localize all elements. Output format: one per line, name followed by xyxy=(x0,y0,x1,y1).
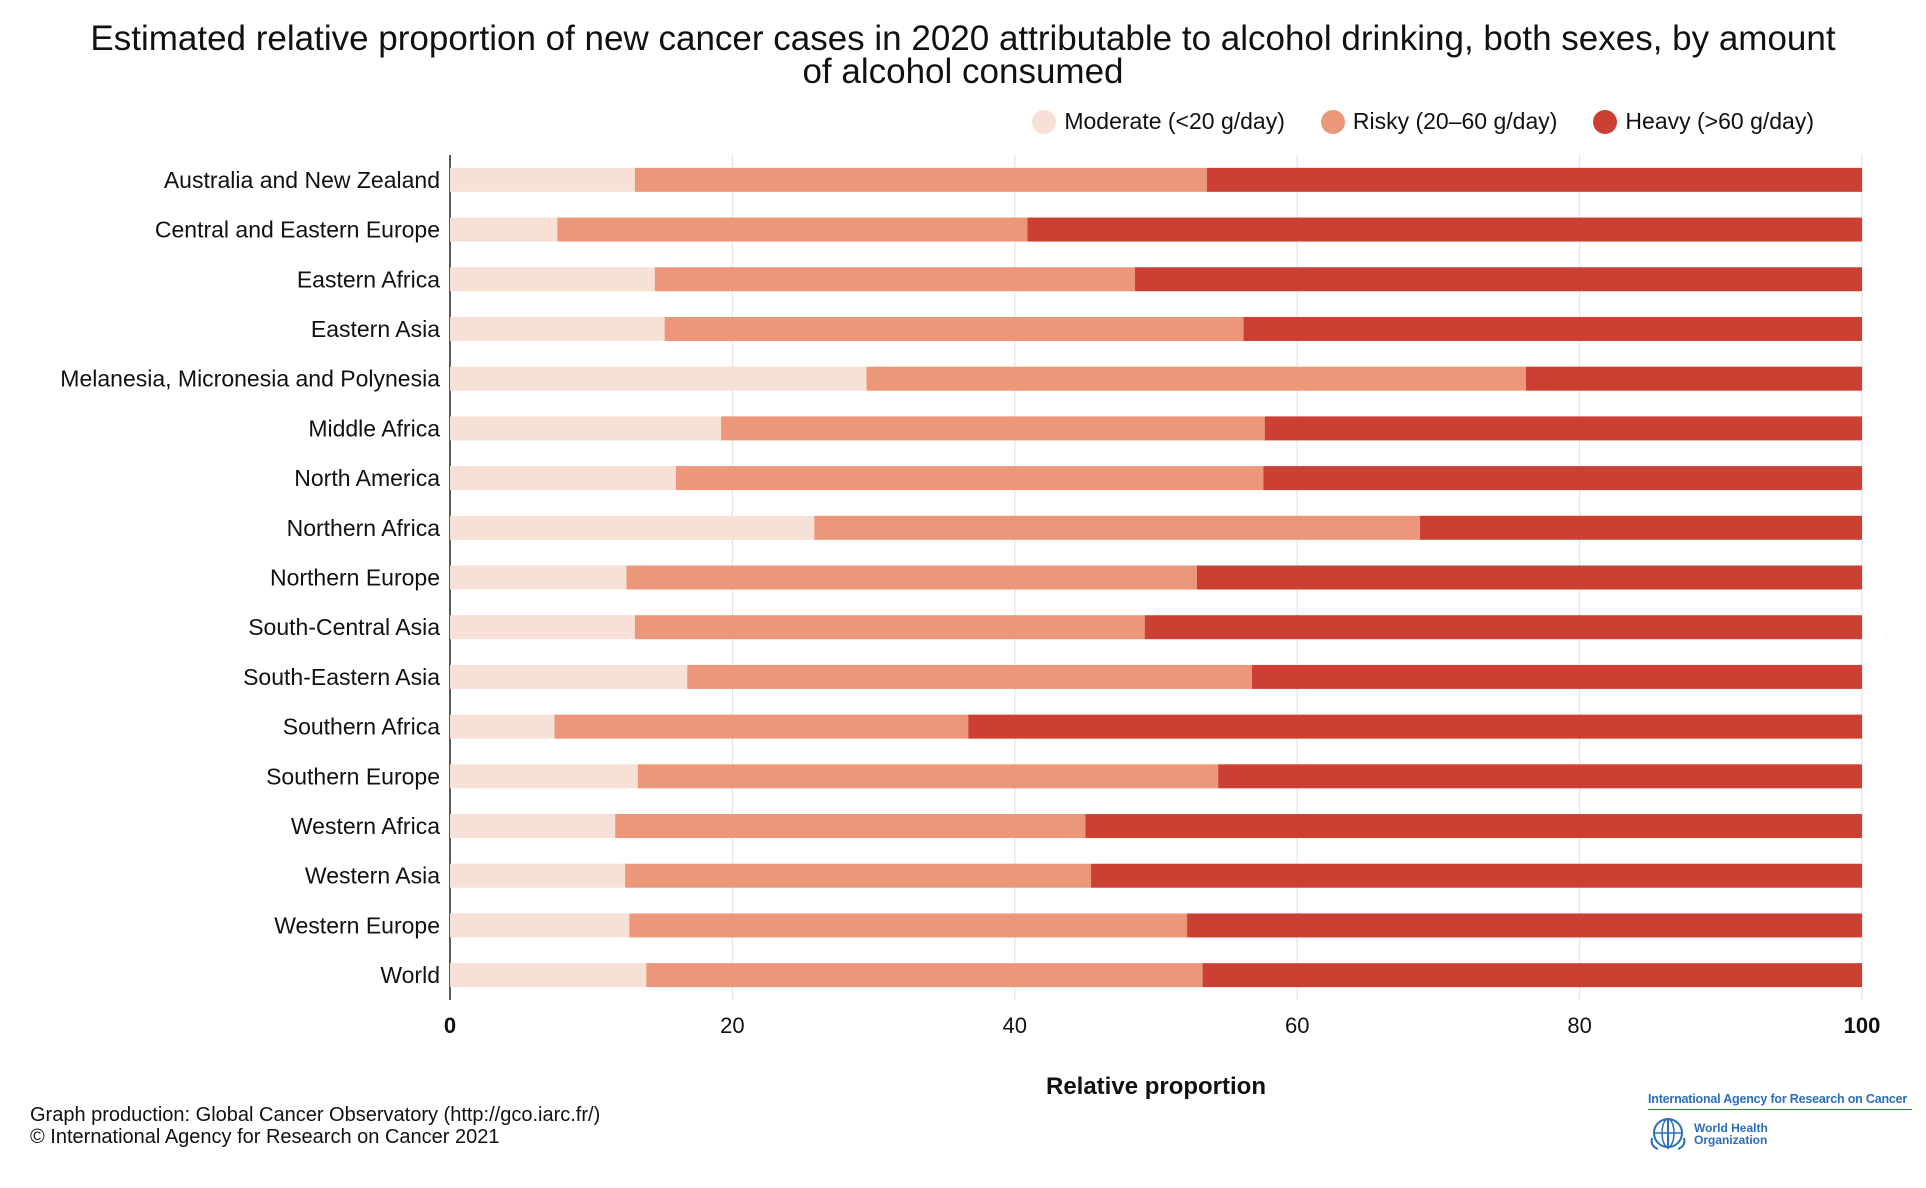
bar-segment-risky[interactable] xyxy=(554,714,969,739)
category-label: Southern Europe xyxy=(266,763,440,789)
legend-item-risky[interactable]: Risky (20–60 g/day) xyxy=(1320,108,1558,135)
bar-segment-heavy[interactable] xyxy=(1202,963,1862,988)
bar-segment-heavy[interactable] xyxy=(1263,466,1862,491)
legend-item-heavy[interactable]: Heavy (>60 g/day) xyxy=(1593,108,1814,135)
category-label: World xyxy=(380,962,440,988)
legend-label-moderate: Moderate (<20 g/day) xyxy=(1064,108,1285,134)
bar-segment-moderate[interactable] xyxy=(450,366,867,391)
bar-segment-heavy[interactable] xyxy=(1187,913,1862,938)
bar-segment-heavy[interactable] xyxy=(1085,814,1862,839)
bar-segment-moderate[interactable] xyxy=(450,913,630,938)
bar-segment-moderate[interactable] xyxy=(450,714,555,739)
category-label: Central and Eastern Europe xyxy=(155,217,440,243)
bar-segment-heavy[interactable] xyxy=(1091,863,1862,888)
bar-segment-risky[interactable] xyxy=(634,615,1145,640)
x-tick-label: 20 xyxy=(720,1013,744,1038)
category-label: Western Europe xyxy=(274,912,440,938)
chart-title-line-1: Estimated relative proportion of new can… xyxy=(90,19,1836,58)
bar-segment-moderate[interactable] xyxy=(450,416,722,441)
category-label: South-Central Asia xyxy=(248,614,440,640)
bar-segment-moderate[interactable] xyxy=(450,664,688,689)
bar-segment-moderate[interactable] xyxy=(450,466,676,491)
category-label: Eastern Africa xyxy=(297,266,440,292)
bar-segment-moderate[interactable] xyxy=(450,515,815,540)
bar-segment-heavy[interactable] xyxy=(1420,515,1862,540)
bar-segment-risky[interactable] xyxy=(629,913,1188,938)
bar-segment-risky[interactable] xyxy=(675,466,1264,491)
bar-segment-risky[interactable] xyxy=(646,963,1203,988)
category-label: Australia and New Zealand xyxy=(164,167,440,193)
bar-segment-heavy[interactable] xyxy=(1134,267,1862,292)
iarc-who-logo: International Agency for Research on Can… xyxy=(1648,1092,1912,1152)
who-logo-text: World Health Organization xyxy=(1694,1121,1768,1147)
legend-marker-risky xyxy=(1320,109,1345,134)
legend-label-heavy: Heavy (>60 g/day) xyxy=(1625,108,1814,134)
bar-segment-moderate[interactable] xyxy=(450,267,655,292)
bar-segment-moderate[interactable] xyxy=(450,565,627,590)
bar-segment-heavy[interactable] xyxy=(1144,615,1862,640)
chart-title-line-2: of alcohol consumed xyxy=(802,52,1124,91)
bar-segment-heavy[interactable] xyxy=(968,714,1862,739)
category-label: Western Asia xyxy=(305,863,440,889)
bar-segment-risky[interactable] xyxy=(625,863,1092,888)
bar-segment-risky[interactable] xyxy=(634,167,1207,192)
bar-segment-risky[interactable] xyxy=(866,366,1526,391)
category-label: Northern Europe xyxy=(270,565,440,591)
x-axis-label: Relative proportion xyxy=(1045,1073,1267,1100)
bar-segment-moderate[interactable] xyxy=(450,963,647,988)
x-tick-label: 100 xyxy=(1844,1013,1881,1038)
legend-label-risky: Risky (20–60 g/day) xyxy=(1352,108,1558,134)
bar-segment-moderate[interactable] xyxy=(450,814,616,839)
bar-segment-heavy[interactable] xyxy=(1218,764,1862,789)
bar-segment-moderate[interactable] xyxy=(450,615,635,640)
bar-segment-moderate[interactable] xyxy=(450,217,558,242)
category-label: Melanesia, Micronesia and Polynesia xyxy=(60,366,440,392)
bar-segment-risky[interactable] xyxy=(637,764,1219,789)
bar-segment-risky[interactable] xyxy=(721,416,1265,441)
credits-line-1: Graph production: Global Cancer Observat… xyxy=(30,1104,601,1126)
bar-segment-moderate[interactable] xyxy=(450,764,638,789)
bar-segment-heavy[interactable] xyxy=(1206,167,1862,192)
credits: Graph production: Global Cancer Observat… xyxy=(30,1104,600,1148)
credits-line-2: © International Agency for Research on C… xyxy=(30,1126,500,1148)
bar-segment-risky[interactable] xyxy=(814,515,1421,540)
x-tick-label: 40 xyxy=(1003,1013,1027,1038)
bar-segment-heavy[interactable] xyxy=(1196,565,1862,590)
chart-title: Estimated relative proportion of new can… xyxy=(0,19,1926,91)
bar-segment-risky[interactable] xyxy=(654,267,1135,292)
who-emblem-icon xyxy=(1650,1118,1686,1150)
legend-marker-moderate xyxy=(1032,109,1057,134)
x-tick-label: 0 xyxy=(444,1013,456,1038)
bar-segment-heavy[interactable] xyxy=(1252,664,1862,689)
chart-legend: Moderate (<20 g/day) Risky (20–60 g/day)… xyxy=(1032,108,1814,135)
bar-segment-moderate[interactable] xyxy=(450,863,626,888)
bar-segment-heavy[interactable] xyxy=(1264,416,1862,441)
category-label: Southern Africa xyxy=(283,714,440,740)
x-tick-label: 60 xyxy=(1285,1013,1309,1038)
bar-segment-heavy[interactable] xyxy=(1243,316,1862,341)
bar-segment-moderate[interactable] xyxy=(450,316,665,341)
legend-item-moderate[interactable]: Moderate (<20 g/day) xyxy=(1032,108,1285,135)
category-label: Western Africa xyxy=(291,813,440,839)
bar-segment-risky[interactable] xyxy=(557,217,1028,242)
category-label: North America xyxy=(294,465,440,491)
bar-segment-moderate[interactable] xyxy=(450,167,635,192)
iarc-logo-text: International Agency for Research on Can… xyxy=(1648,1092,1912,1110)
bar-segment-heavy[interactable] xyxy=(1027,217,1862,242)
category-label: Northern Africa xyxy=(287,515,441,541)
bar-segment-risky[interactable] xyxy=(664,316,1244,341)
legend-marker-heavy xyxy=(1593,109,1618,134)
bar-segment-risky[interactable] xyxy=(687,664,1253,689)
bar-segment-heavy[interactable] xyxy=(1525,366,1862,391)
who-logo: World Health Organization xyxy=(1648,1116,1912,1152)
bar-segment-risky[interactable] xyxy=(626,565,1197,590)
category-label: South-Eastern Asia xyxy=(243,664,440,690)
bar-segment-risky[interactable] xyxy=(615,814,1086,839)
category-label: Eastern Asia xyxy=(311,316,440,342)
x-tick-label: 80 xyxy=(1567,1013,1591,1038)
category-label: Middle Africa xyxy=(308,415,440,441)
